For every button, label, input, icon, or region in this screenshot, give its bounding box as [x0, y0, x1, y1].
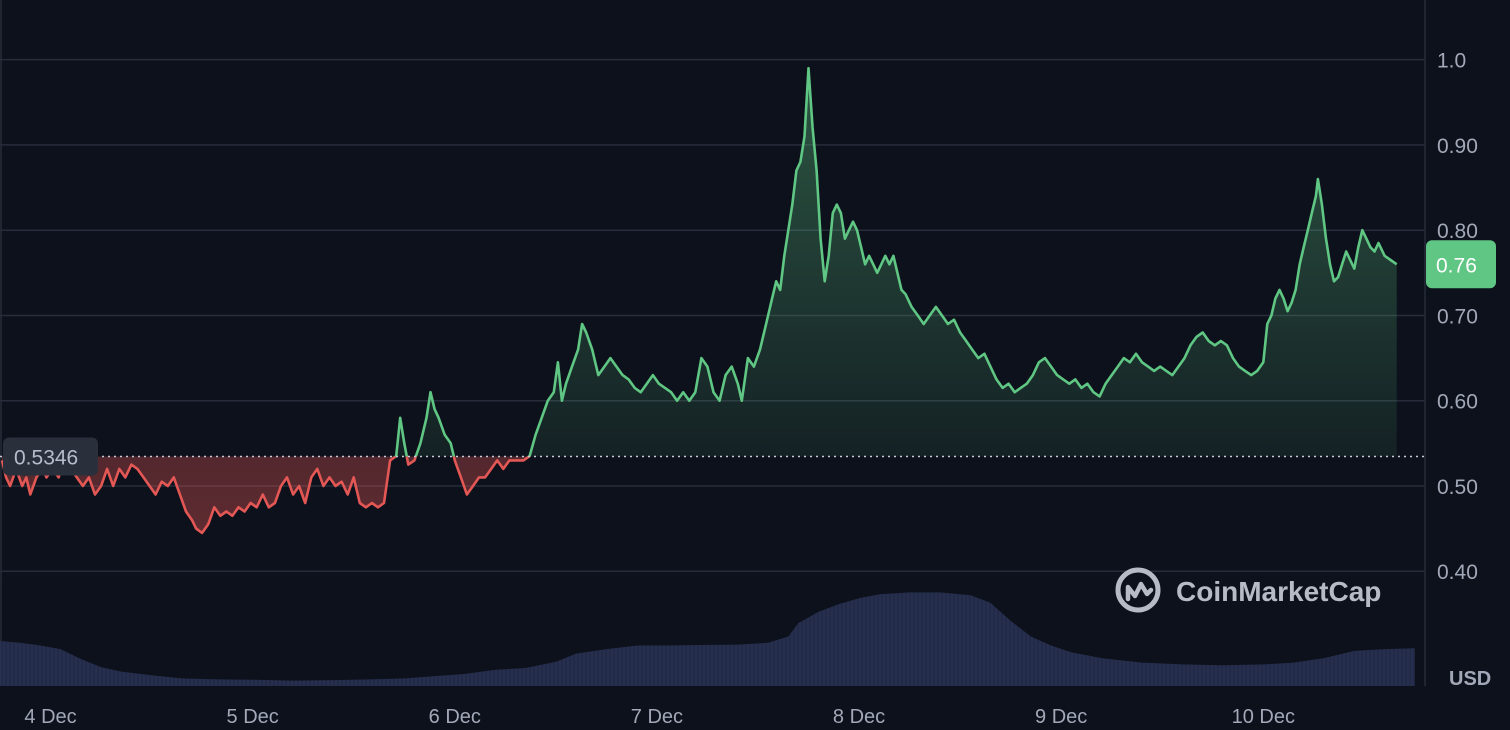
y-tick-label: 0.50	[1437, 476, 1478, 499]
volume-area	[0, 586, 1423, 686]
coinmarketcap-logo-icon	[1115, 567, 1161, 613]
y-tick-label: 1.0	[1437, 50, 1466, 73]
y-axis: 0.40 0.50 0.60 0.70 0.80 0.90 1.0	[1437, 50, 1478, 585]
y-tick-label: 0.70	[1437, 305, 1478, 328]
brand-watermark: CoinMarketCap	[1115, 567, 1381, 613]
x-tick-label: 4 Dec	[24, 706, 76, 728]
price-line-down	[0, 456, 531, 535]
x-tick-label: 7 Dec	[631, 706, 683, 728]
brand-name: CoinMarketCap	[1176, 576, 1381, 607]
x-tick-label: 9 Dec	[1035, 706, 1087, 728]
x-tick-label: 8 Dec	[833, 706, 885, 728]
x-tick-label: 10 Dec	[1232, 706, 1295, 728]
x-tick-label: 6 Dec	[429, 706, 481, 728]
currency-label: USD	[1449, 668, 1491, 690]
price-line-up	[393, 66, 1398, 457]
x-axis: 4 Dec 5 Dec 6 Dec 7 Dec 8 Dec 9 Dec 10 Dec	[24, 706, 1295, 728]
area-above-baseline	[395, 68, 1397, 457]
x-tick-label: 5 Dec	[227, 706, 279, 728]
price-area-fill	[2, 68, 1397, 533]
y-tick-label: 0.90	[1437, 135, 1478, 158]
baseline-badge: 0.5346	[3, 437, 98, 476]
volume-shape	[0, 592, 1415, 686]
y-tick-label: 0.80	[1437, 220, 1478, 243]
current-price-badge: 0.76	[1426, 240, 1496, 289]
current-price-label: 0.76	[1436, 254, 1477, 277]
y-tick-label: 0.60	[1437, 391, 1478, 414]
area-below-baseline	[2, 456, 1397, 533]
y-tick-label: 0.40	[1437, 561, 1478, 584]
baseline-value-label: 0.5346	[14, 446, 78, 469]
price-line	[0, 66, 1398, 535]
